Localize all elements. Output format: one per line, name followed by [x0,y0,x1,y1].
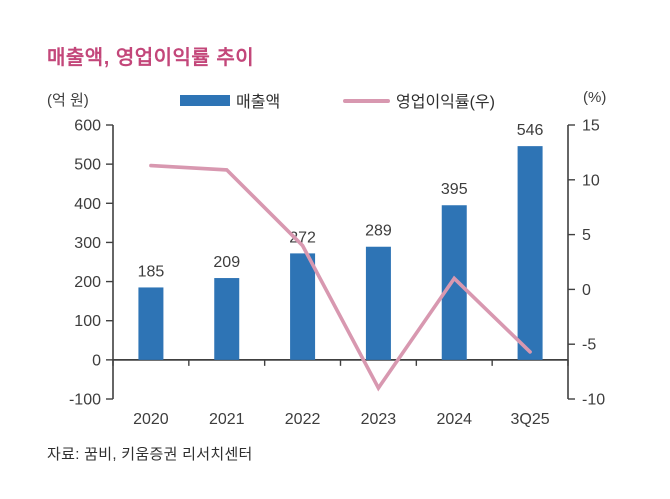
x-axis-category-label: 2022 [285,411,321,428]
bar-value-label-2024: 395 [441,181,468,198]
margin-line-swatch-icon [343,99,390,103]
x-axis-category-label: 3Q25 [511,411,550,428]
left-axis-tick-label: 400 [74,196,101,213]
x-axis-category-label: 2023 [361,411,397,428]
right-axis-tick-label: -5 [582,337,596,354]
bar-value-label-2022: 272 [289,229,316,246]
left-axis-unit: (억 원) [47,92,89,109]
right-axis-tick-label: 10 [582,172,600,189]
operating-margin-line [149,163,532,392]
bar-value-label-2021: 209 [213,254,240,271]
legend-revenue-label: 매출액 [236,94,281,111]
bar-2020 [138,287,164,360]
left-axis-tick-label: 100 [74,313,101,330]
page-title: 매출액, 영업이익률 추이 [47,47,255,69]
bar-3Q25 [517,146,543,360]
bar-2022 [290,253,316,360]
left-axis-tick-label: 300 [74,235,101,252]
right-axis-tick-label: 0 [582,282,591,299]
x-axis-category-label: 2024 [436,411,472,428]
right-axis-tick-label: 15 [582,118,600,135]
line-group [149,163,532,392]
bar-value-label-2023: 289 [365,223,392,240]
revenue-bar-swatch-icon [180,95,230,106]
left-axis-tick-label: 600 [74,118,101,135]
right-axis-tick-label: 5 [582,227,591,244]
right-axis-unit: (%) [583,89,607,106]
legend-margin-label: 영업이익률(우) [396,94,495,111]
bars-group [138,146,543,360]
bar-value-label-2020: 185 [138,263,165,280]
bar-value-label-3Q25: 546 [517,122,544,139]
labels-group: 185 209 272 289 395 546 [138,122,544,280]
bar-2021 [214,278,240,360]
x-axis-category-label: 2020 [133,411,169,428]
left-axis-tick-label: -100 [69,392,101,409]
left-axis-tick-label: 500 [74,157,101,174]
bar-2023 [365,246,391,360]
source-note: 자료: 꿈비, 키움증권 리서치센터 [47,446,253,463]
left-axis-tick-label: 0 [92,352,101,369]
axes-group: 600 500 400 300 200 100 0 -100 15 10 5 0 -5 -10 2020 20… [69,118,605,429]
x-axis-category-label: 2021 [209,411,245,428]
right-axis-tick-label: -10 [582,392,605,409]
left-axis-tick-label: 200 [74,274,101,291]
bar-2024 [441,205,467,360]
